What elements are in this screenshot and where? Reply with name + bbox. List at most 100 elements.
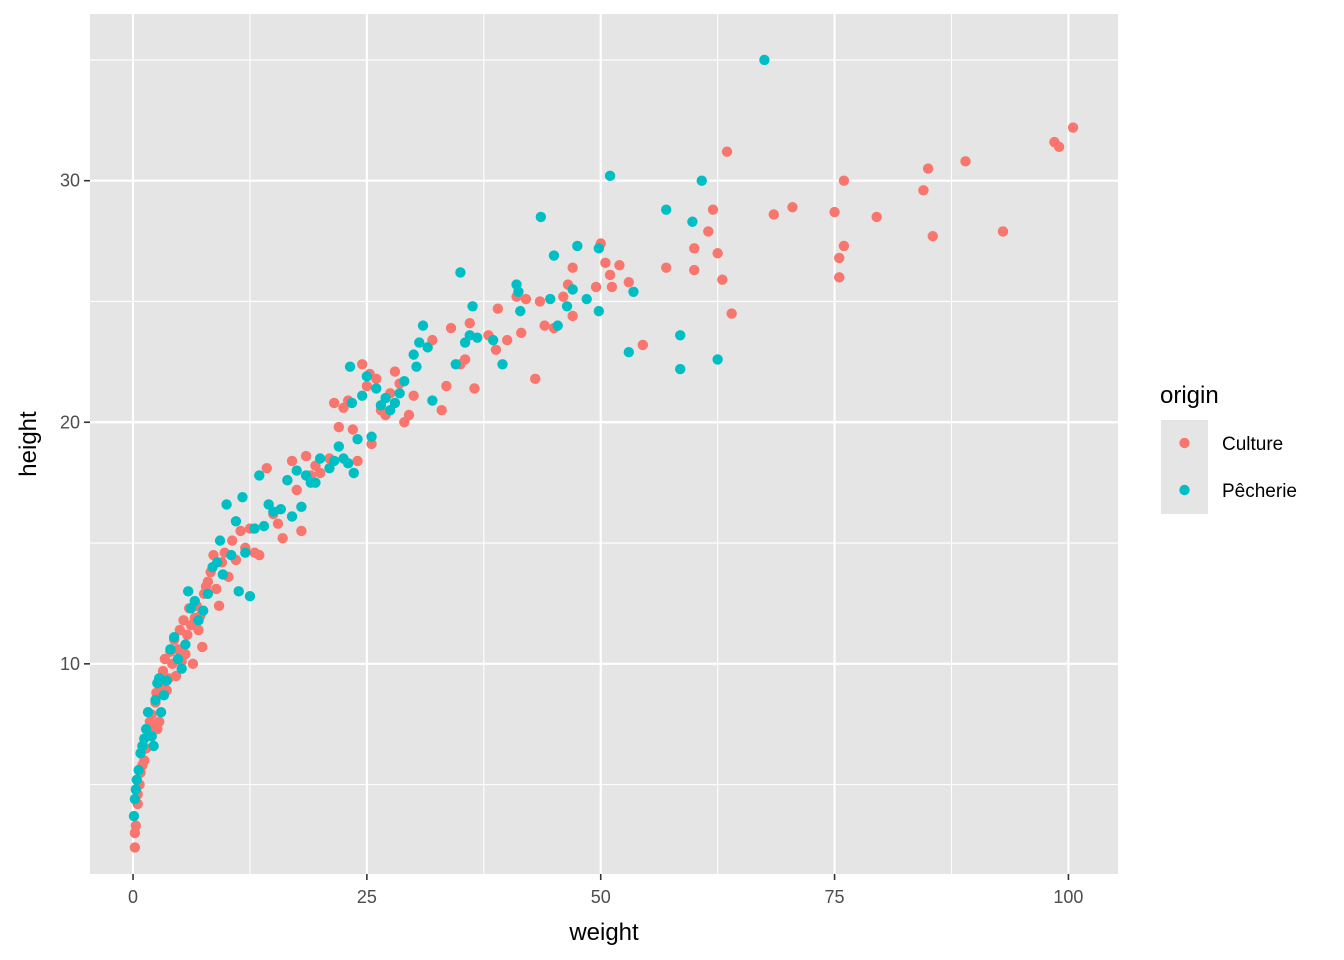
data-point-pecherie xyxy=(189,595,200,607)
data-point-pecherie xyxy=(133,764,144,776)
data-point-culture xyxy=(768,209,779,220)
data-point-culture xyxy=(829,206,840,218)
data-point-culture xyxy=(441,380,452,392)
data-point-pecherie xyxy=(361,371,373,382)
data-point-culture xyxy=(1053,141,1065,153)
data-point-pecherie xyxy=(344,361,356,372)
data-point-pecherie xyxy=(572,240,583,252)
data-point-culture xyxy=(211,583,222,595)
data-point-culture xyxy=(834,252,845,264)
data-point-pecherie xyxy=(155,706,167,718)
data-point-culture xyxy=(661,262,672,273)
x-tick-label: 75 xyxy=(825,887,845,907)
data-point-pecherie xyxy=(291,465,302,476)
data-point-culture xyxy=(333,421,345,433)
data-point-culture xyxy=(314,467,326,479)
legend-title: origin xyxy=(1160,382,1219,409)
data-point-culture xyxy=(403,409,415,421)
data-point-pecherie xyxy=(422,342,433,353)
data-point-culture xyxy=(371,373,382,384)
data-point-culture xyxy=(296,525,307,537)
data-point-culture xyxy=(182,629,193,641)
data-point-pecherie xyxy=(357,390,368,401)
data-point-pecherie xyxy=(217,569,229,580)
data-point-culture xyxy=(159,653,171,665)
data-point-pecherie xyxy=(394,388,405,399)
data-point-culture xyxy=(352,455,363,467)
data-point-pecherie xyxy=(687,216,698,227)
data-point-pecherie xyxy=(581,293,592,305)
data-point-culture xyxy=(997,226,1009,237)
data-point-culture xyxy=(469,383,480,394)
data-point-pecherie xyxy=(183,586,194,597)
data-point-pecherie xyxy=(623,347,634,358)
data-point-pecherie xyxy=(226,549,237,561)
data-point-culture xyxy=(174,624,185,636)
data-point-culture xyxy=(492,303,504,314)
data-point-pecherie xyxy=(342,458,354,469)
data-point-culture xyxy=(707,204,719,215)
data-point-pecherie xyxy=(296,501,307,513)
data-point-pecherie xyxy=(366,431,377,442)
data-point-pecherie xyxy=(561,301,573,312)
data-point-pecherie xyxy=(455,267,466,278)
data-point-culture xyxy=(490,344,502,355)
x-axis: 0 25 50 75 100 xyxy=(128,874,1083,907)
data-point-culture xyxy=(445,322,457,334)
data-point-pecherie xyxy=(254,470,265,481)
data-point-pecherie xyxy=(333,441,345,452)
data-point-culture xyxy=(187,658,199,670)
data-point-culture xyxy=(558,291,569,302)
data-point-pecherie xyxy=(221,499,232,510)
data-point-pecherie xyxy=(346,397,358,409)
data-point-culture xyxy=(154,716,165,728)
data-point-pecherie xyxy=(427,395,438,406)
data-point-pecherie xyxy=(487,334,499,346)
data-point-pecherie xyxy=(233,586,244,597)
data-point-culture xyxy=(277,533,288,544)
data-point-culture xyxy=(261,462,272,474)
x-tick-label: 0 xyxy=(128,887,138,907)
x-axis-title: weight xyxy=(568,919,639,946)
data-point-culture xyxy=(834,272,845,283)
data-point-culture xyxy=(193,624,204,636)
data-point-culture xyxy=(213,600,225,612)
data-point-pecherie xyxy=(131,774,142,785)
data-point-pecherie xyxy=(275,504,287,515)
legend-items: Culture Pêcherie xyxy=(1161,420,1297,514)
y-tick-label: 10 xyxy=(60,654,80,674)
data-point-pecherie xyxy=(140,723,152,735)
data-point-pecherie xyxy=(411,361,422,372)
data-point-pecherie xyxy=(148,740,159,752)
data-point-pecherie xyxy=(214,535,226,546)
data-point-pecherie xyxy=(408,349,419,360)
data-point-culture xyxy=(436,404,447,416)
data-point-culture xyxy=(590,281,602,293)
data-point-pecherie xyxy=(604,170,616,182)
data-point-pecherie xyxy=(244,590,256,602)
data-point-pecherie xyxy=(161,675,172,686)
data-point-pecherie xyxy=(328,455,340,467)
data-point-culture xyxy=(366,438,377,450)
data-point-culture xyxy=(614,260,625,271)
data-point-pecherie xyxy=(129,793,141,805)
data-point-culture xyxy=(197,641,208,653)
data-point-culture xyxy=(689,243,700,254)
data-point-culture xyxy=(286,455,298,467)
data-point-culture xyxy=(172,644,184,655)
data-point-pecherie xyxy=(675,363,686,375)
major-gridlines xyxy=(90,14,1118,874)
data-point-culture xyxy=(838,175,850,186)
data-point-culture xyxy=(226,535,238,546)
data-point-culture xyxy=(918,185,929,196)
data-point-culture xyxy=(389,366,401,377)
data-point-pecherie xyxy=(759,54,770,66)
data-point-culture xyxy=(520,293,532,305)
data-point-pecherie xyxy=(286,511,298,522)
data-point-culture xyxy=(180,648,191,660)
data-point-culture xyxy=(539,320,550,331)
data-point-pecherie xyxy=(371,383,382,394)
data-point-culture xyxy=(291,484,302,496)
legend-label: Pêcherie xyxy=(1222,481,1297,502)
